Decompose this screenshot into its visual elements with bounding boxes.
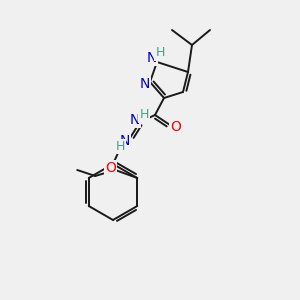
Text: H: H <box>155 46 165 59</box>
Text: H: H <box>139 109 149 122</box>
Text: O: O <box>105 161 116 175</box>
Text: O: O <box>171 120 182 134</box>
Text: N: N <box>120 134 130 148</box>
Text: N: N <box>147 51 157 65</box>
Text: N: N <box>140 77 150 91</box>
Text: N: N <box>130 113 140 127</box>
Text: H: H <box>115 140 125 152</box>
